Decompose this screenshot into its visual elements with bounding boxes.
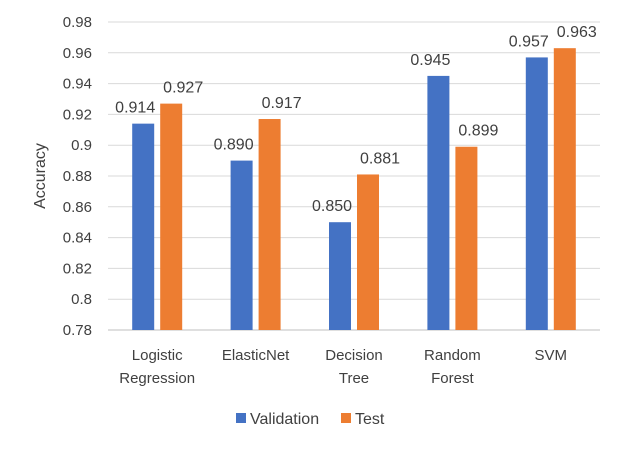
y-tick-label: 0.82 — [63, 260, 92, 277]
y-tick-label: 0.8 — [71, 291, 92, 308]
data-label-test: 0.899 — [458, 123, 498, 140]
y-tick-label: 0.88 — [63, 168, 92, 185]
y-tick-label: 0.98 — [63, 14, 92, 31]
y-axis-label: Accuracy — [32, 143, 49, 209]
data-label-validation: 0.945 — [410, 52, 450, 69]
y-axis-ticks: 0.78 0.8 0.82 0.84 0.86 0.88 0.9 0.92 0.94 0.96 0.… — [63, 14, 92, 339]
legend: Validation Test — [236, 411, 385, 428]
bar-test — [455, 146, 478, 330]
legend-swatch-validation — [236, 413, 246, 423]
bar-validation — [132, 123, 155, 330]
x-category-label: SVM — [535, 347, 568, 364]
legend-label-validation: Validation — [250, 411, 319, 428]
x-category-label: Logistic — [132, 347, 183, 364]
x-category-label: Decision — [325, 347, 383, 364]
bar-validation — [427, 75, 450, 331]
bar-test — [258, 119, 281, 331]
y-tick-label: 0.96 — [63, 45, 92, 62]
data-label-validation: 0.890 — [214, 137, 254, 154]
legend-swatch-test — [341, 413, 351, 423]
data-label-validation: 0.914 — [115, 100, 155, 117]
bar-test — [160, 103, 183, 331]
x-category-label: Forest — [431, 370, 474, 387]
x-category-label: Regression — [119, 370, 195, 387]
y-tick-label: 0.86 — [63, 199, 92, 216]
data-labels: 0.914 0.890 0.850 0.945 0.957 0.927 0.917 0.881… — [115, 24, 597, 215]
bars — [132, 48, 576, 331]
data-label-test: 0.927 — [163, 80, 203, 97]
gridlines — [108, 21, 600, 331]
bar-validation — [525, 57, 548, 331]
data-label-test: 0.881 — [360, 150, 400, 167]
x-category-label: ElasticNet — [222, 347, 290, 364]
x-category-label: Random — [424, 347, 481, 364]
y-tick-label: 0.78 — [63, 322, 92, 339]
bar-test — [553, 48, 576, 331]
bar-validation — [230, 160, 253, 330]
data-label-validation: 0.957 — [509, 33, 549, 50]
x-axis-categories: Logistic Regression ElasticNet Decision Tree… — [119, 347, 567, 387]
x-category-label: Tree — [339, 370, 369, 387]
bar-test — [357, 174, 379, 330]
y-tick-label: 0.94 — [63, 76, 92, 93]
y-tick-label: 0.84 — [63, 230, 92, 247]
y-tick-label: 0.92 — [63, 106, 92, 123]
data-label-validation: 0.850 — [312, 198, 352, 215]
legend-label-test: Test — [355, 411, 385, 428]
y-tick-label: 0.9 — [71, 137, 92, 154]
bar-validation — [329, 222, 351, 330]
data-label-test: 0.963 — [557, 24, 597, 41]
data-label-test: 0.917 — [262, 95, 302, 112]
